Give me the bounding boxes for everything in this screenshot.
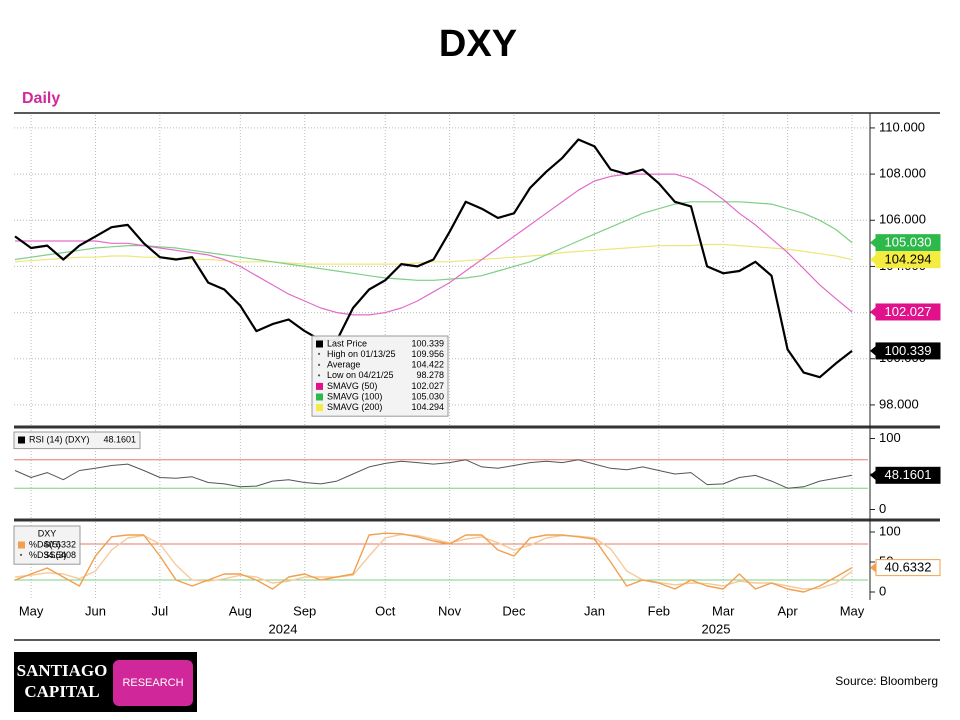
value-tag-label: 104.294 xyxy=(885,252,932,267)
legend-label: Average xyxy=(327,360,360,370)
legend-value: 109.956 xyxy=(411,349,444,359)
value-tag-label: 48.1601 xyxy=(885,467,932,482)
y-tick-label: 106.000 xyxy=(879,212,926,227)
value-tag-label: 40.6332 xyxy=(885,560,932,575)
page-title: DXY xyxy=(439,23,517,65)
logo-badge xyxy=(113,660,193,706)
legend-value: 105.030 xyxy=(411,391,444,401)
value-tag: 48.1601 xyxy=(870,466,941,484)
legend-label: SMAVG (100) xyxy=(327,391,382,401)
legend-value: 100.339 xyxy=(411,338,444,348)
legend-title: DXY xyxy=(38,528,57,538)
legend-symbol: • xyxy=(318,371,321,380)
legend-value: 98.278 xyxy=(416,370,444,380)
logo: SANTIAGO CAPITAL RESEARCH xyxy=(14,652,197,712)
x-tick-label: Dec xyxy=(502,603,526,618)
value-tag-pointer xyxy=(870,345,876,356)
x-tick-label: May xyxy=(840,603,865,618)
y-tick-label: 100 xyxy=(879,430,901,445)
value-tag-pointer xyxy=(870,254,876,265)
legend-box xyxy=(311,335,449,417)
legend-swatch xyxy=(18,436,25,444)
legend-label: %DSS(3) xyxy=(29,550,67,560)
legend-swatch xyxy=(18,541,25,549)
legend-label: %DS(5) xyxy=(29,539,61,549)
series-line xyxy=(14,459,853,489)
x-tick-label: Aug xyxy=(229,603,252,618)
series-line xyxy=(14,243,853,265)
legend-value: 34.5408 xyxy=(43,550,76,560)
x-tick-label: Jan xyxy=(584,603,605,618)
x-tick-label: Feb xyxy=(648,603,670,618)
legend-symbol: • xyxy=(318,360,321,369)
y-tick-label: 110.000 xyxy=(879,119,925,134)
legend-label: RSI (14) (DXY) xyxy=(29,434,90,444)
legend-value: 104.422 xyxy=(411,360,444,370)
x-tick-label: Sep xyxy=(293,603,316,618)
value-tag: 102.027 xyxy=(870,303,941,321)
value-tag: 40.6332 xyxy=(870,559,941,577)
series-line xyxy=(14,532,853,593)
legend-label: Last Price xyxy=(327,338,367,348)
value-tag: 104.294 xyxy=(870,251,941,269)
legend-symbol: • xyxy=(20,551,23,560)
legend-swatch xyxy=(316,393,323,401)
series-line xyxy=(14,533,853,590)
legend-value: 104.294 xyxy=(411,402,444,412)
legend-box xyxy=(13,431,141,450)
series-line xyxy=(15,173,853,316)
logo-text: SANTIAGO xyxy=(17,661,108,680)
logo-badge-text: RESEARCH xyxy=(122,677,183,689)
y-tick-label: 108.000 xyxy=(879,166,926,181)
legend-label: High on 01/13/25 xyxy=(327,349,396,359)
legend-value: 102.027 xyxy=(411,381,444,391)
value-tag: 105.030 xyxy=(870,234,941,252)
value-tag-pointer xyxy=(870,306,876,317)
value-tag-label: 102.027 xyxy=(885,304,932,319)
x-tick-label: Apr xyxy=(777,603,798,618)
y-tick-label: 0 xyxy=(879,583,886,598)
value-tag-label: 105.030 xyxy=(885,235,932,250)
logo-text: CAPITAL xyxy=(24,682,99,701)
x-tick-label: Jul xyxy=(152,603,169,618)
legend-label: Low on 04/21/25 xyxy=(327,370,394,380)
value-tag: 100.339 xyxy=(870,342,941,360)
year-label: 2024 xyxy=(269,621,298,636)
y-tick-label: 100 xyxy=(879,523,901,538)
value-tag-pointer xyxy=(870,562,876,573)
x-tick-label: Oct xyxy=(375,603,396,618)
legend-value: 48.1601 xyxy=(103,434,136,444)
series-line xyxy=(14,138,853,379)
y-tick-label: 98.000 xyxy=(879,396,919,411)
x-tick-label: Jun xyxy=(85,603,106,618)
value-tag-pointer xyxy=(870,470,876,481)
y-tick-label: 0 xyxy=(879,501,886,516)
legend-label: SMAVG (50) xyxy=(327,381,377,391)
legend-value: 40.6332 xyxy=(43,539,76,549)
year-label: 2025 xyxy=(702,621,731,636)
value-tag-label: 100.339 xyxy=(885,343,932,358)
legend-label: SMAVG (200) xyxy=(327,402,382,412)
subtitle: Daily xyxy=(22,90,60,107)
legend-swatch xyxy=(316,382,323,390)
x-tick-label: Mar xyxy=(712,603,735,618)
x-tick-label: Nov xyxy=(438,603,462,618)
x-tick-label: May xyxy=(19,603,44,618)
series-line xyxy=(14,201,853,281)
value-tag-pointer xyxy=(870,237,876,248)
legend-swatch xyxy=(316,404,323,412)
source: Source: Bloomberg xyxy=(835,674,938,688)
legend-swatch xyxy=(316,340,323,348)
legend-symbol: • xyxy=(318,350,321,359)
